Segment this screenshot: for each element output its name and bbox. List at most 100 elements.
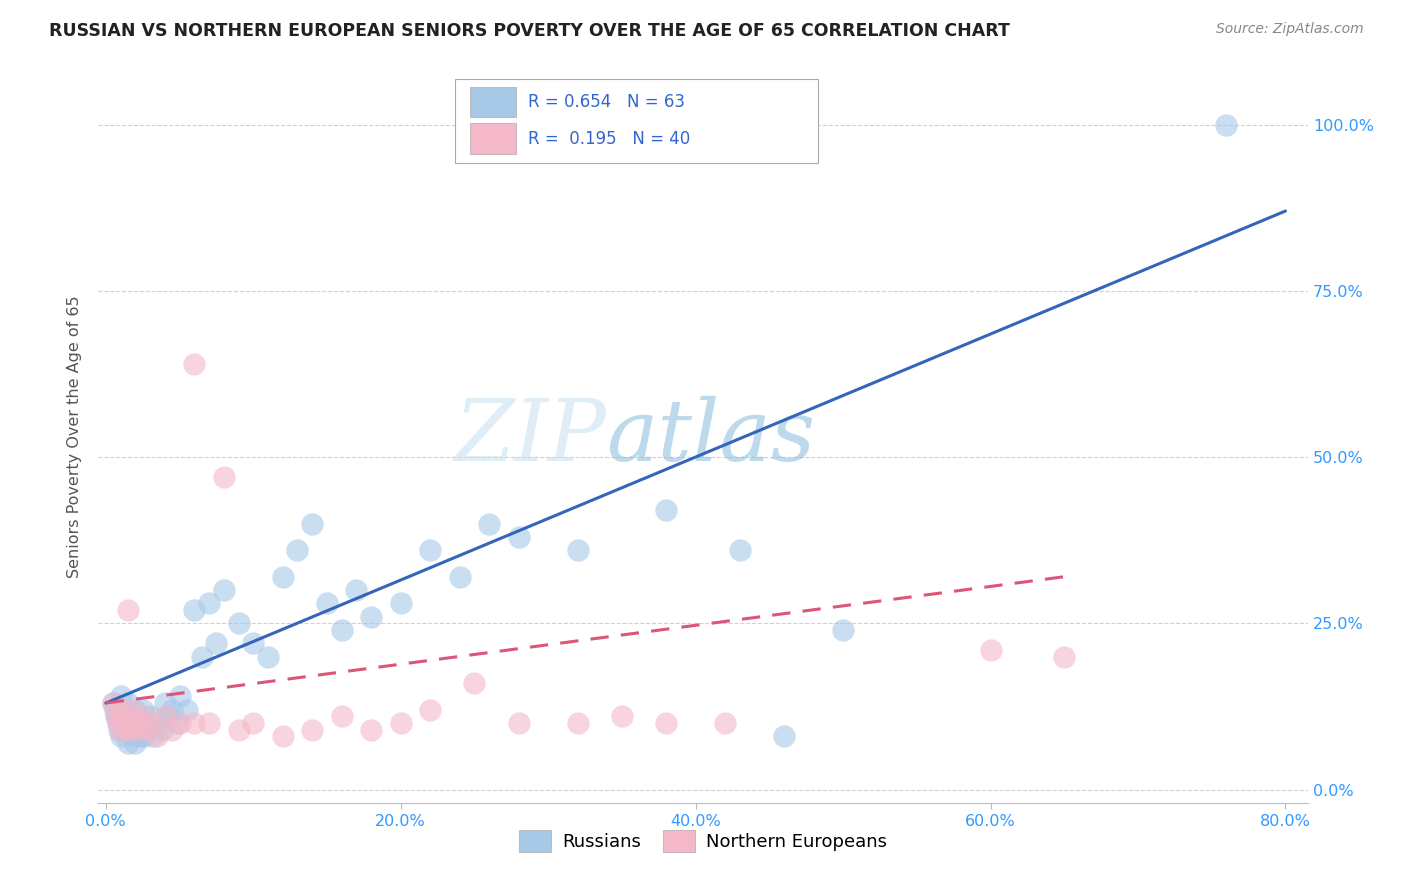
Point <box>463 676 485 690</box>
Point <box>160 723 183 737</box>
Point <box>228 616 250 631</box>
Point <box>205 636 228 650</box>
Point <box>183 357 205 371</box>
Point <box>176 703 198 717</box>
Text: atlas: atlas <box>606 396 815 478</box>
Point <box>104 703 127 717</box>
Point <box>567 716 589 731</box>
Point <box>121 716 143 731</box>
Point <box>107 716 129 731</box>
Point <box>610 709 633 723</box>
Point <box>136 723 159 737</box>
Point <box>449 570 471 584</box>
Point <box>110 729 132 743</box>
Point <box>1215 118 1237 132</box>
Point <box>419 543 441 558</box>
Text: R =  0.195   N = 40: R = 0.195 N = 40 <box>527 129 690 148</box>
Point <box>190 649 212 664</box>
Point <box>122 729 145 743</box>
Point <box>242 716 264 731</box>
Point <box>346 582 368 597</box>
Point <box>655 503 678 517</box>
Point <box>169 716 191 731</box>
Point <box>419 703 441 717</box>
Point <box>118 709 141 723</box>
Point <box>131 703 153 717</box>
Point <box>198 596 221 610</box>
Point <box>117 723 139 737</box>
Point <box>127 716 149 731</box>
Point <box>228 723 250 737</box>
Point <box>134 729 156 743</box>
Point <box>773 729 796 743</box>
Point <box>567 543 589 558</box>
Point <box>146 716 169 731</box>
Point <box>136 723 159 737</box>
Text: Source: ZipAtlas.com: Source: ZipAtlas.com <box>1216 22 1364 37</box>
Point <box>108 723 131 737</box>
Point <box>212 470 235 484</box>
Point <box>120 703 142 717</box>
Point <box>160 703 183 717</box>
Point <box>139 709 162 723</box>
Point <box>1053 649 1076 664</box>
Point <box>110 723 132 737</box>
Point <box>257 649 280 664</box>
Point <box>125 723 148 737</box>
Point <box>316 596 339 610</box>
Point <box>139 716 162 731</box>
Point <box>156 709 179 723</box>
Point <box>128 729 150 743</box>
Point <box>728 543 751 558</box>
Point <box>127 716 149 731</box>
Point <box>150 723 173 737</box>
Point <box>124 703 146 717</box>
Point <box>508 716 530 731</box>
Point <box>183 716 205 731</box>
Point <box>117 603 139 617</box>
Point <box>124 736 146 750</box>
Point <box>271 570 294 584</box>
Point <box>242 636 264 650</box>
Point <box>980 643 1002 657</box>
Point <box>114 709 136 723</box>
FancyBboxPatch shape <box>470 123 516 154</box>
Point <box>105 709 128 723</box>
Y-axis label: Seniors Poverty Over the Age of 65: Seniors Poverty Over the Age of 65 <box>67 296 83 578</box>
Point <box>142 729 165 743</box>
Text: ZIP: ZIP <box>454 396 606 478</box>
Point <box>212 582 235 597</box>
Point <box>198 716 221 731</box>
Point <box>112 716 135 731</box>
Point <box>714 716 737 731</box>
Point <box>111 703 134 717</box>
Point <box>832 623 855 637</box>
Point <box>124 723 146 737</box>
Point <box>301 723 323 737</box>
Point <box>478 516 501 531</box>
Text: R = 0.654   N = 63: R = 0.654 N = 63 <box>527 93 685 112</box>
Point <box>301 516 323 531</box>
Point <box>183 603 205 617</box>
Point <box>146 729 169 743</box>
Point <box>271 729 294 743</box>
Point <box>101 696 124 710</box>
Point <box>107 716 129 731</box>
Point <box>105 709 128 723</box>
Point <box>135 716 157 731</box>
Text: RUSSIAN VS NORTHERN EUROPEAN SENIORS POVERTY OVER THE AGE OF 65 CORRELATION CHAR: RUSSIAN VS NORTHERN EUROPEAN SENIORS POV… <box>49 22 1010 40</box>
Point <box>101 696 124 710</box>
Point <box>389 596 412 610</box>
Point <box>115 723 138 737</box>
Point <box>112 709 135 723</box>
Point <box>166 716 188 731</box>
Point <box>153 696 176 710</box>
Point <box>121 716 143 731</box>
Legend: Russians, Northern Europeans: Russians, Northern Europeans <box>512 823 894 860</box>
Point <box>110 703 132 717</box>
Point <box>287 543 309 558</box>
Point <box>117 696 139 710</box>
Point <box>169 690 191 704</box>
FancyBboxPatch shape <box>456 78 818 163</box>
FancyBboxPatch shape <box>470 87 516 118</box>
